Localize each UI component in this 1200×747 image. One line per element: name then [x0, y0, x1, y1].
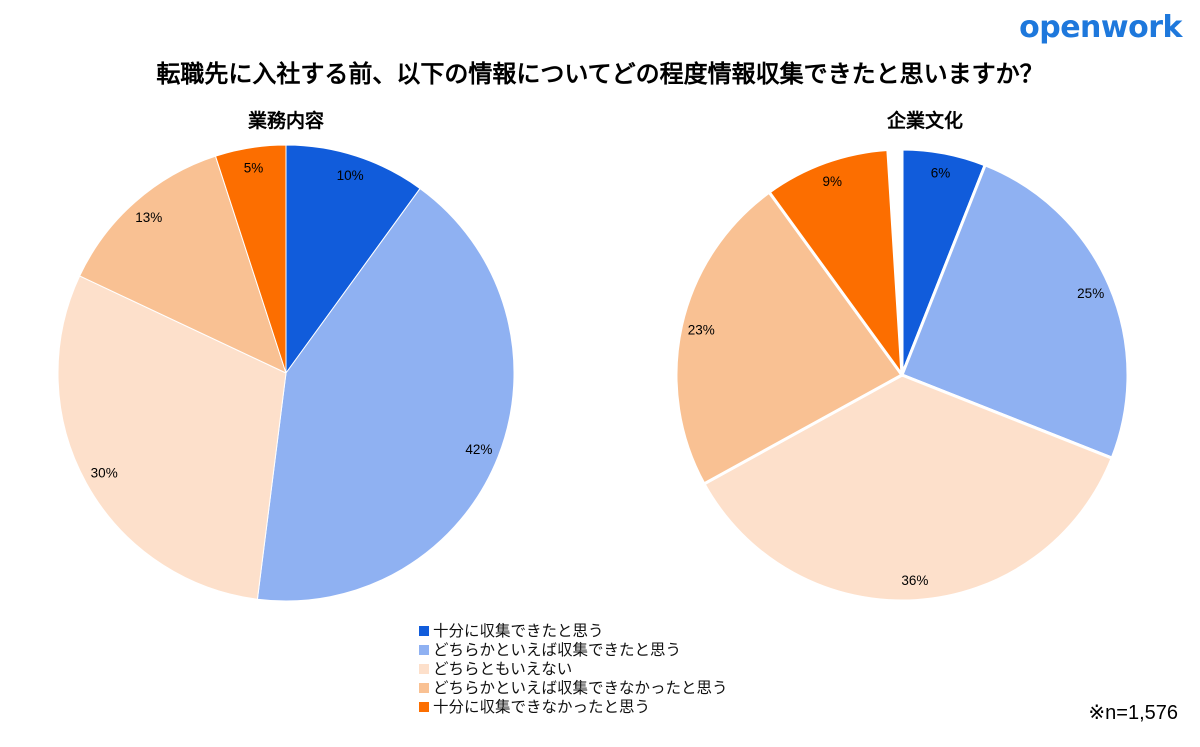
pie-slice — [285, 144, 421, 374]
pie-slice — [57, 275, 287, 600]
legend-swatch — [419, 702, 429, 712]
pie-slice-label: 30% — [91, 466, 118, 481]
pie-slice — [215, 144, 287, 374]
pie-slice-label: 5% — [244, 161, 264, 176]
pie-slice-label: 36% — [901, 573, 928, 588]
legend-item: 十分に収集できたと思う — [419, 622, 728, 641]
legend-label: どちらともいえない — [433, 661, 573, 678]
pie-slice-label: 23% — [688, 323, 715, 338]
legend-item: どちらかといえば収集できたと思う — [419, 641, 728, 660]
pie-slice — [900, 163, 1130, 460]
pie-slice-label: 6% — [931, 166, 951, 181]
pie-slice — [702, 373, 1114, 603]
pie-slice-label: 25% — [1077, 286, 1104, 301]
sample-size-note: ※n=1,576 — [1088, 702, 1178, 724]
openwork-logo: openwork — [1019, 10, 1182, 45]
legend-swatch — [419, 683, 429, 693]
pie-slice-label: 9% — [823, 174, 843, 189]
pie-slice-label: 10% — [337, 168, 364, 183]
legend-swatch — [419, 645, 429, 655]
legend-label: 十分に収集できたと思う — [433, 623, 604, 640]
pie-slice-label: 13% — [135, 210, 162, 225]
legend-item: 十分に収集できなかったと思う — [419, 698, 728, 717]
legend-label: どちらかといえば収集できなかったと思う — [433, 680, 728, 697]
pie-right: 6% 25% 36% 23% 9% — [674, 147, 1130, 603]
legend-label: どちらかといえば収集できたと思う — [433, 642, 682, 659]
pie-slice — [767, 147, 904, 377]
pie-slice — [256, 188, 515, 602]
chart-title: 転職先に入社する前、以下の情報についてどの程度情報収集できたと思いますか？ — [156, 61, 1044, 88]
legend-item: どちらかといえば収集できなかったと思う — [419, 679, 728, 698]
pie-slice — [79, 155, 287, 374]
pie-right-title: 企業文化 — [886, 111, 964, 132]
legend-item: どちらともいえない — [419, 660, 728, 679]
pie-left-title: 業務内容 — [247, 111, 325, 132]
pie-left: 10% 42% 30% 13% 5% — [57, 144, 515, 602]
pie-slice — [674, 190, 904, 486]
chart-legend: 十分に収集できたと思うどちらかといえば収集できたと思う どちらともいえないどちらか… — [419, 622, 728, 717]
legend-swatch — [419, 626, 429, 636]
legend-swatch — [419, 664, 429, 674]
pie-slice-label: 42% — [465, 442, 492, 457]
legend-label: 十分に収集できなかったと思う — [433, 699, 651, 716]
